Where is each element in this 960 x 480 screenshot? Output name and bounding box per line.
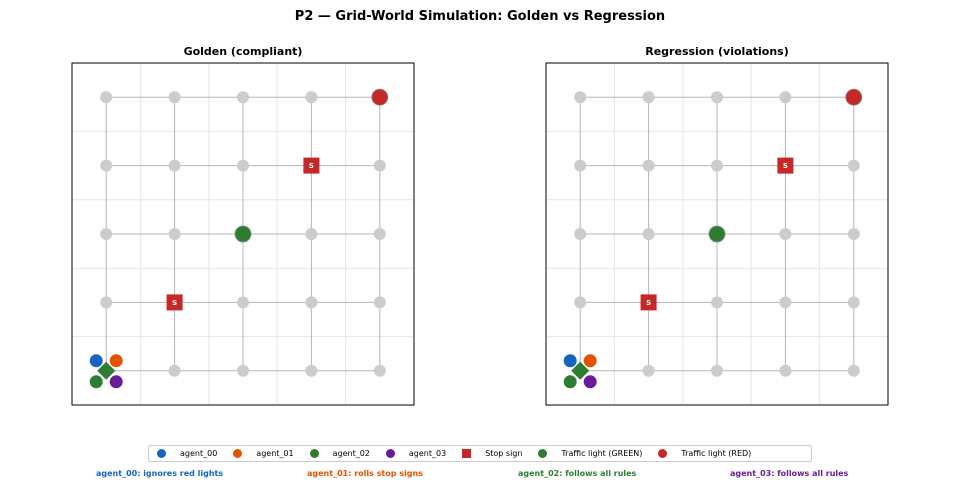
agent-note: agent_03: follows all rules [730, 469, 849, 478]
grid-node [847, 228, 860, 240]
agent-agent_01 [108, 353, 124, 369]
circle-marker-icon [309, 449, 319, 458]
legend-item: agent_02 [309, 449, 370, 458]
agent-note: agent_02: follows all rules [518, 469, 637, 478]
circle-marker-icon [385, 449, 395, 458]
legend-item: Stop sign [462, 449, 522, 458]
grid-node [779, 364, 792, 377]
start-marker [571, 361, 590, 380]
grid-node [847, 296, 860, 309]
golden-panel-title: Golden (compliant) [183, 45, 303, 58]
grid-node [373, 159, 386, 172]
legend-label: agent_01 [256, 449, 294, 458]
grid-node [373, 364, 386, 377]
legend-item: agent_01 [233, 449, 294, 458]
agent-agent_00 [88, 353, 104, 369]
legend: agent_00 agent_01 agent_02 agent_03 Stop sig… [148, 445, 812, 462]
grid-node [100, 296, 113, 309]
stop-sign [777, 157, 794, 174]
grid-node [574, 228, 587, 240]
grid-node [642, 159, 655, 172]
grid-node [237, 91, 249, 104]
grid-node [100, 228, 113, 240]
grid-node [711, 91, 723, 104]
agent-agent_00 [562, 353, 578, 369]
grid-node [168, 159, 181, 172]
grid-node [237, 296, 249, 309]
grid-node [237, 364, 249, 377]
circle-marker-icon [233, 449, 243, 458]
traffic-light-green [708, 225, 726, 243]
grid-node [237, 159, 249, 172]
axes-frame [545, 62, 889, 406]
grid-node [779, 228, 792, 240]
circle-marker-icon [658, 449, 668, 458]
square-marker-icon [462, 449, 472, 458]
legend-label: agent_02 [332, 449, 370, 458]
figure-title: P2 — Grid-World Simulation: Golden vs Re… [294, 9, 666, 24]
stop-sign-label: S [646, 299, 651, 307]
grid-node [642, 228, 655, 240]
agent-note: agent_01: rolls stop signs [307, 469, 423, 478]
grid-node [373, 296, 386, 309]
legend-item: Traffic light (RED) [658, 449, 751, 458]
legend-label: Traffic light (RED) [681, 449, 752, 458]
stop-sign-label: S [783, 162, 788, 170]
legend-label: Traffic light (GREEN) [561, 449, 643, 458]
grid-node [305, 364, 318, 377]
stop-sign [166, 294, 183, 311]
grid-node [711, 296, 723, 309]
grid-node [711, 364, 723, 377]
regression-panel-title: Regression (violations) [645, 45, 789, 58]
agent-agent_02 [88, 374, 104, 390]
legend-label: agent_03 [408, 449, 447, 458]
grid-node [847, 364, 860, 377]
stop-sign [303, 157, 320, 174]
grid-node [100, 159, 113, 172]
grid-node [305, 91, 318, 104]
grid-node [642, 364, 655, 377]
grid-node [574, 296, 587, 309]
axes-frame [71, 62, 415, 406]
legend-item: agent_03 [385, 449, 447, 458]
grid-node [305, 228, 318, 240]
circle-marker-icon [538, 449, 548, 458]
start-marker [97, 361, 116, 380]
grid-node [574, 159, 587, 172]
circle-marker-icon [157, 449, 166, 458]
traffic-light-red [371, 88, 389, 106]
traffic-light-green [234, 225, 252, 243]
traffic-light-red [845, 88, 863, 106]
grid-node [100, 91, 113, 104]
grid-node [642, 91, 655, 104]
agent-agent_03 [582, 374, 598, 390]
grid-node [168, 364, 181, 377]
stop-sign [640, 294, 657, 311]
stop-sign-label: S [309, 162, 314, 170]
grid-node [847, 159, 860, 172]
grid-node [305, 296, 318, 309]
legend-label: agent_00 [180, 449, 218, 458]
agent-agent_02 [562, 374, 578, 390]
grid-node [168, 91, 181, 104]
grid-node [373, 228, 386, 240]
agent-agent_01 [582, 353, 598, 369]
grid-node [779, 91, 792, 104]
grid-node [711, 159, 723, 172]
legend-item: agent_00 [157, 449, 217, 458]
legend-item: Traffic light (GREEN) [538, 449, 642, 458]
stop-sign-label: S [172, 299, 177, 307]
agent-agent_03 [108, 374, 124, 390]
grid-node [168, 228, 181, 240]
grid-node [574, 91, 587, 104]
grid-node [779, 296, 792, 309]
agent-note: agent_00: ignores red lights [96, 469, 224, 478]
legend-label: Stop sign [485, 449, 523, 458]
